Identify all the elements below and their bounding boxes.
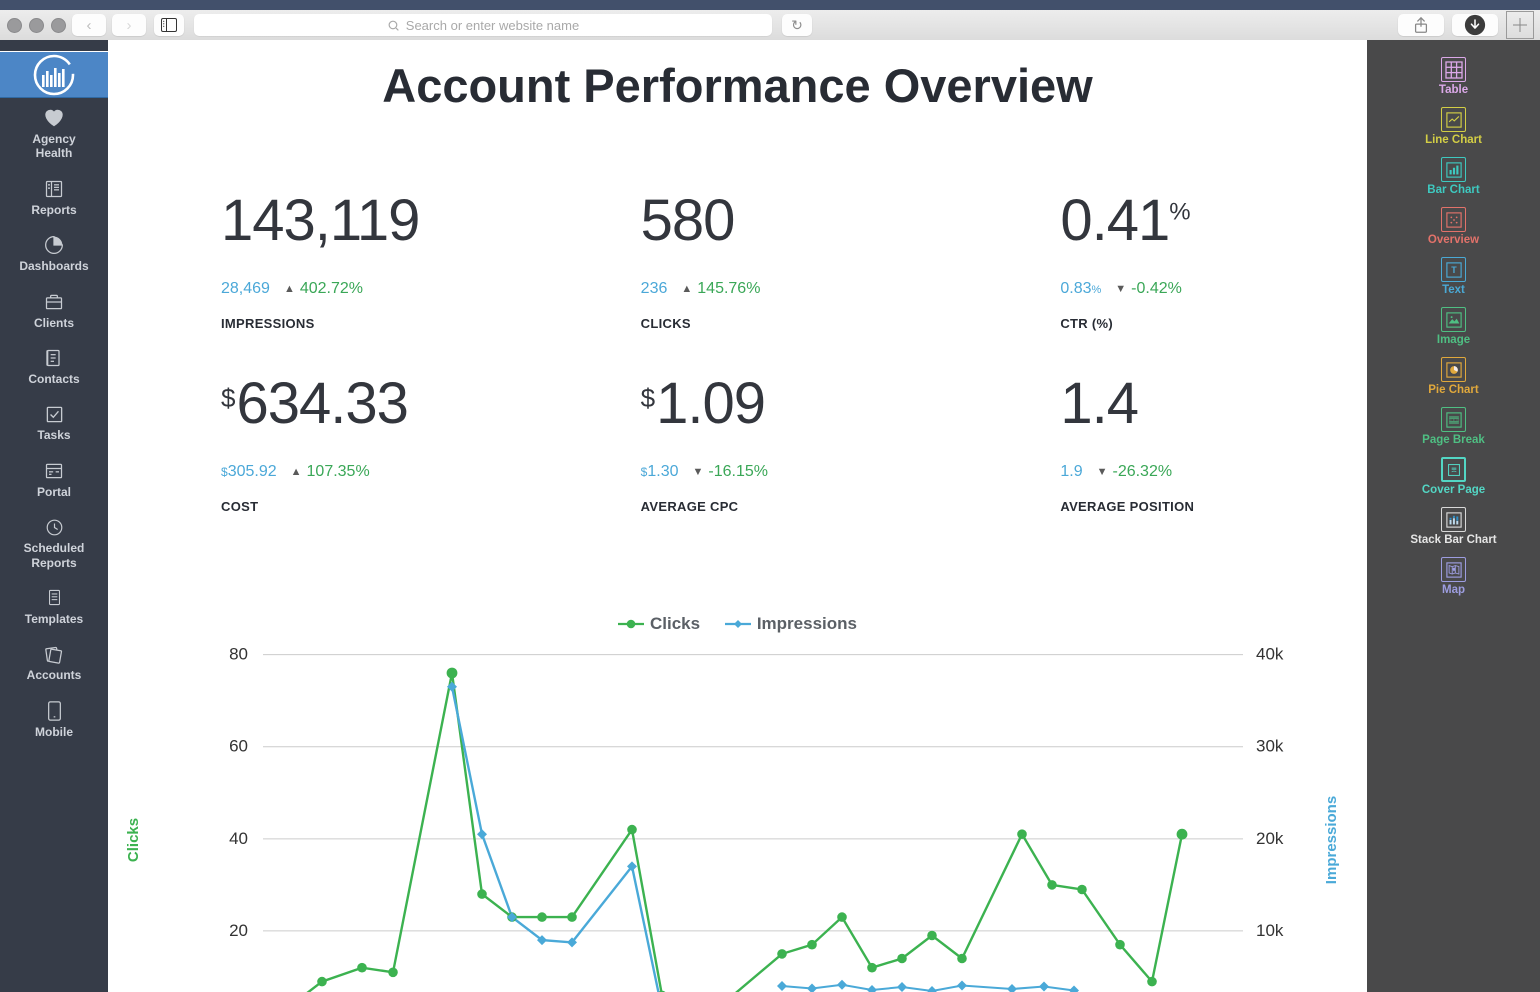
svg-text:20k: 20k (1256, 829, 1284, 848)
svg-text:10k: 10k (1256, 921, 1284, 940)
svg-text:30k: 30k (1256, 737, 1284, 756)
svg-text:Impressions: Impressions (1323, 796, 1340, 884)
svg-text:60: 60 (229, 737, 248, 756)
svg-text:20: 20 (229, 921, 248, 940)
svg-text:80: 80 (229, 645, 248, 664)
svg-text:40: 40 (229, 829, 248, 848)
svg-text:40k: 40k (1256, 645, 1284, 664)
svg-text:Clicks: Clicks (125, 818, 142, 862)
svg-text:T: T (1451, 265, 1457, 275)
